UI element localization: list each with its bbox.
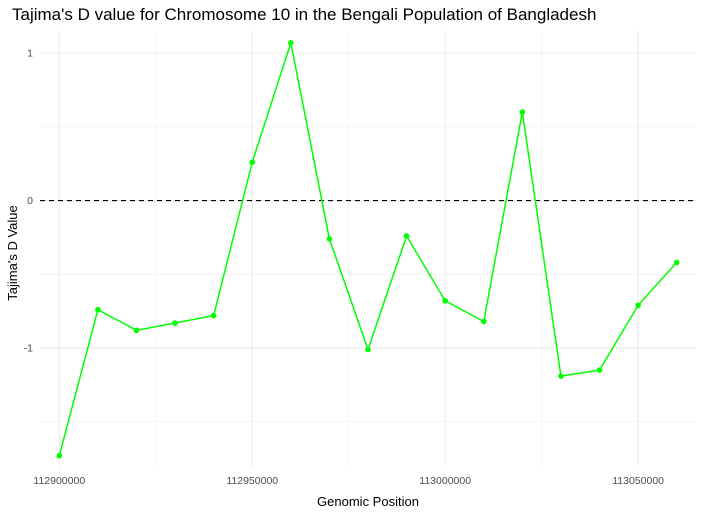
data-point — [519, 109, 526, 115]
data-point — [365, 346, 371, 353]
data-point — [56, 452, 63, 459]
x-tick-label: 112900000 — [33, 475, 85, 487]
chart-title: Tajima's D value for Chromosome 10 in th… — [12, 5, 596, 24]
y-tick-label: -1 — [24, 343, 33, 355]
data-point — [288, 39, 294, 46]
x-tick-label: 113000000 — [419, 475, 471, 487]
data-point — [133, 327, 140, 334]
data-point — [596, 367, 603, 373]
x-tick-label: 112950000 — [226, 475, 278, 487]
data-point — [480, 318, 487, 325]
y-tick-label: 1 — [27, 48, 33, 60]
y-axis-title: Tajima's D Value — [5, 205, 20, 300]
tick-label-layer: 112900000 112950000 113000000 113050000 1 0 -1 — [24, 48, 665, 487]
x-axis-title: Genomic Position — [317, 494, 419, 509]
grid-layer — [40, 31, 696, 466]
data-point — [172, 320, 178, 326]
data-point — [673, 259, 680, 266]
x-tick-label: 113050000 — [612, 475, 664, 487]
data-point — [326, 236, 333, 242]
series-layer — [56, 39, 680, 459]
data-point — [558, 373, 564, 379]
data-point — [442, 298, 448, 304]
data-point — [635, 302, 641, 309]
data-point — [95, 306, 101, 313]
data-point — [403, 233, 410, 239]
y-tick-label: 0 — [27, 195, 33, 207]
data-point — [210, 312, 217, 319]
series-line — [58, 39, 678, 456]
data-point — [249, 159, 256, 166]
